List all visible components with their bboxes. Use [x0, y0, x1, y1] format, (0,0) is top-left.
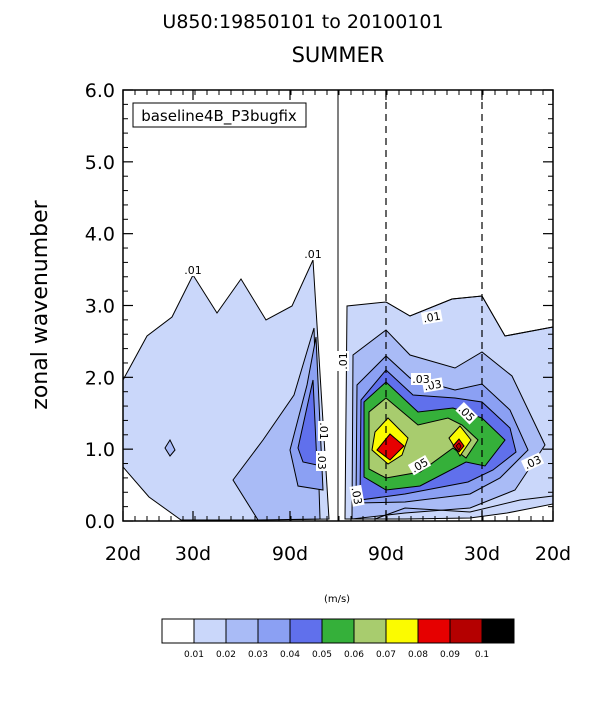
x-tick-label: 90d: [368, 543, 404, 565]
contour-label: .01: [183, 264, 203, 277]
y-tick-label: 6.0: [85, 80, 115, 102]
case-label-frame: [132, 102, 307, 128]
contour-label-bg: [183, 264, 203, 276]
y-tick-label: 0.0: [85, 511, 115, 533]
contour-label: .01: [303, 248, 323, 261]
x-tick-label: 20d: [105, 543, 141, 565]
contour-fills: [122, 259, 554, 521]
x-tick-label: 90d: [272, 543, 308, 565]
colorbar-box: [417, 618, 451, 644]
contour-label-bg: [303, 248, 323, 260]
x-tick-label: 20d: [535, 543, 571, 565]
contour-labels: .01.01.01.01.01.03.03.03.03.05.05.03: [183, 248, 545, 507]
colorbar-label: 0.06: [344, 650, 364, 660]
y-tick-label: 3.0: [85, 296, 115, 318]
case-label-box: baseline4B_P3bugfix: [132, 102, 307, 128]
colorbar-label: 0.03: [248, 650, 268, 660]
contour-line-bottom-right: [374, 495, 554, 520]
colorbar-box: [161, 618, 195, 644]
contour-label-text: .03: [349, 486, 365, 505]
contour-label-text: .01: [337, 352, 350, 370]
colorbar-box: [193, 618, 227, 644]
contour-label: .03: [315, 451, 328, 471]
x-tick-label: 30d: [464, 543, 500, 565]
y-tick-label: 4.0: [85, 224, 115, 246]
y-tick-label: 2.0: [85, 367, 115, 389]
contour-label-text: .01: [304, 248, 322, 261]
colorbar-label: 0.02: [216, 650, 236, 660]
colorbar-box: [321, 618, 355, 644]
contour-label-bg: [520, 452, 545, 472]
colorbar-box: [353, 618, 387, 644]
contour-label: .03: [411, 373, 431, 386]
contour-label-bg: [337, 351, 349, 371]
title-line-1: U850:19850101 to 20100101: [162, 11, 443, 33]
contour-small-closed-left: [164, 438, 176, 457]
contour-label-bg: [420, 309, 443, 325]
x-tick-label: 30d: [175, 543, 211, 565]
title-line-2: SUMMER: [292, 43, 385, 67]
colorbar-label: 0.07: [376, 650, 396, 660]
contour-label: .01: [337, 351, 350, 371]
colorbar-box: [257, 618, 291, 644]
contour-label: .01: [420, 309, 443, 326]
contour-label-text: .01: [422, 310, 441, 326]
contour-label-text: .03: [315, 452, 328, 470]
colorbar-label: 0.01: [184, 650, 204, 660]
colorbar-label: 0.08: [408, 650, 428, 660]
y-axis-label: zonal wavenumber: [28, 199, 53, 409]
contour-label-bg: [316, 451, 328, 471]
colorbar-label: 0.04: [280, 650, 300, 660]
contour-plot-area: .01.01.01.01.01.03.03.03.03.05.05.03 bas…: [85, 80, 571, 565]
x-axis: 20d 30d 90d 90d 30d 20d: [105, 90, 571, 565]
contour-fill-0.09-right: [455, 442, 462, 451]
contour-label-text: .01: [184, 264, 202, 277]
colorbar-label: 0.1: [475, 650, 489, 660]
colorbar-box: [481, 618, 515, 644]
contour-label-bg: [318, 421, 330, 441]
units-label: (m/s): [324, 594, 350, 605]
contour-label-text: .03: [412, 373, 430, 386]
contour-label-bg: [407, 454, 432, 476]
y-tick-label: 1.0: [85, 439, 115, 461]
contour-label: .01: [317, 421, 330, 441]
case-label-text: baseline4B_P3bugfix: [141, 107, 297, 126]
contour-line-upper-right: [385, 295, 554, 337]
colorbar-box: [225, 618, 259, 644]
colorbar: 0.01 0.02 0.03 0.04 0.05 0.06 0.07 0.08 0.09 0.1: [161, 618, 515, 660]
contour-lines: [374, 295, 554, 520]
y-axis: 0.0 1.0 2.0 3.0 4.0 5.0 6.0: [85, 80, 553, 533]
contour-label-bg: [411, 373, 431, 385]
colorbar-label: 0.09: [440, 650, 460, 660]
contour-fill-0.04-left: [297, 379, 318, 466]
contour-label-text: .01: [317, 422, 330, 440]
colorbar-box: [449, 618, 483, 644]
colorbar-label: 0.05: [312, 650, 332, 660]
contour-label-bg: [349, 484, 365, 507]
colorbar-box: [289, 618, 323, 644]
colorbar-box: [385, 618, 419, 644]
y-tick-label: 5.0: [85, 152, 115, 174]
contour-label: .03: [349, 484, 365, 507]
contour-label-bg: [455, 401, 479, 425]
